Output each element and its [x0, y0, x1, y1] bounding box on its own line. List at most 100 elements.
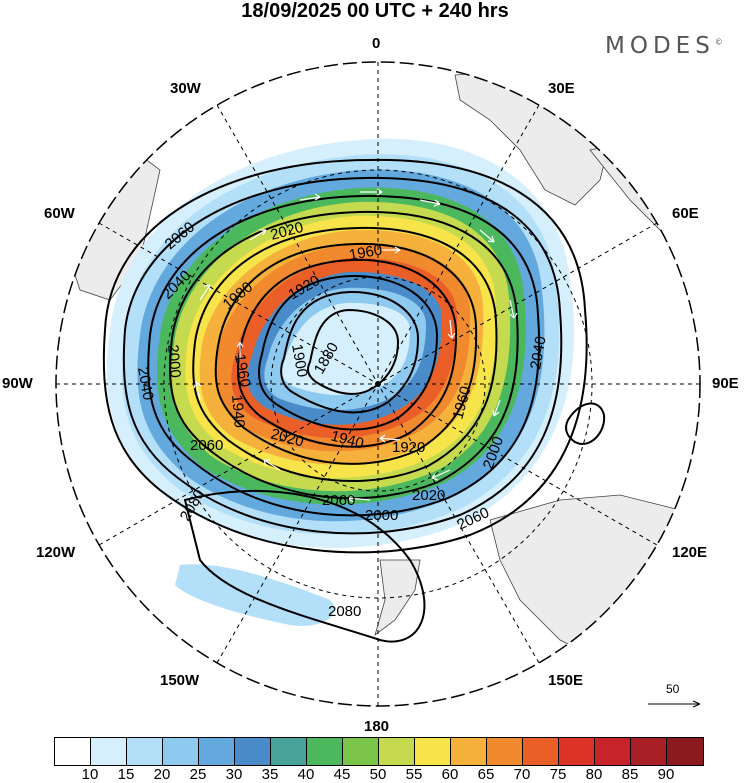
colorbar-swatch: [451, 738, 487, 765]
wind-arrow: [379, 434, 401, 443]
wind-arrow: [419, 199, 441, 207]
contour-1900: [280, 290, 420, 414]
wind-arrow: [236, 341, 244, 360]
colorbar-swatch: [55, 738, 91, 765]
contour-label: 2040: [527, 335, 550, 371]
contour-2060: [102, 158, 588, 554]
wind-arrow: [199, 284, 211, 301]
lon-label-90e: 90E: [712, 375, 739, 392]
colorbar-swatch: [631, 738, 667, 765]
wind-arrow: [249, 229, 267, 241]
contour-label: 1960: [348, 241, 384, 264]
contour-label: 1940: [228, 394, 248, 429]
contour-label: 2000: [365, 507, 398, 524]
colorbar-swatch: [379, 738, 415, 765]
colorbar-swatch: [127, 738, 163, 765]
reference-vector-arrow: [648, 700, 701, 708]
colorbar-swatch: [307, 738, 343, 765]
colorbar-tick-label: 90: [657, 766, 675, 783]
colorbar-tick-label: 15: [117, 766, 135, 783]
colorbar-swatch: [343, 738, 379, 765]
wind-arrow: [509, 299, 518, 319]
contour-label: 2080: [328, 603, 361, 620]
lon-label-120w: 120W: [36, 544, 76, 561]
lon-label-0: 0: [372, 35, 381, 52]
contour-2080-a: [183, 489, 426, 643]
wind-arrow: [299, 193, 321, 201]
colorbar-tick-label: 10: [81, 766, 99, 783]
wind-arrow: [380, 246, 401, 254]
contour-1880: [307, 308, 400, 395]
contour-1920: [258, 274, 439, 431]
colorbar-tick-label: 45: [333, 766, 351, 783]
lon-label-120e: 120E: [672, 544, 708, 561]
copyright-mark: ©: [714, 37, 723, 47]
colorbar-swatch: [595, 738, 631, 765]
contour-2040: [122, 176, 563, 535]
contour-1960: [214, 242, 478, 465]
lon-label-60w: 60W: [44, 205, 75, 222]
colorbar-swatch: [199, 738, 235, 765]
colorbar-tick-label: 20: [153, 766, 171, 783]
wind-arrow: [193, 381, 202, 401]
colorbar-tick-label: 40: [297, 766, 315, 783]
colorbar-swatch: [487, 738, 523, 765]
contour-1980: [192, 226, 498, 483]
wind-arrow: [347, 494, 371, 503]
lon-label-180: 180: [364, 718, 390, 735]
height-contours: [102, 158, 606, 643]
lon-label-150e: 150E: [548, 672, 584, 689]
contour-1940: [236, 258, 458, 448]
contour-2000: [169, 210, 519, 500]
polar-stereographic-map: 2060 2040 2040 2020 1980 1960 1920 1900 …: [55, 61, 701, 708]
colorbar-tick-label: 80: [585, 766, 603, 783]
colorbar-tick-label: 70: [513, 766, 531, 783]
contour-label: 2020: [412, 487, 445, 504]
australia-land: [489, 494, 700, 661]
contour-label: 1900: [288, 343, 311, 379]
colorbar-tick-label: 30: [225, 766, 243, 783]
colorbar-swatch: [415, 738, 451, 765]
south-pole-marker: [375, 381, 381, 387]
wind-arrow: [263, 459, 281, 471]
colorbar-tick-label: 50: [369, 766, 387, 783]
wind-arrow: [479, 229, 495, 243]
brand-text: MODES: [605, 33, 715, 59]
colorbar-tick-label: 65: [477, 766, 495, 783]
colorbar-swatch: [163, 738, 199, 765]
colorbar-swatch: [667, 738, 703, 765]
contour-label: 2060: [190, 437, 223, 454]
colorbar-tick-label: 35: [261, 766, 279, 783]
wind-arrow: [492, 399, 501, 417]
contour-2020: [147, 194, 541, 517]
colorbar-tick-label: 60: [441, 766, 459, 783]
colorbar-swatch: [91, 738, 127, 765]
contour-label: 1960: [231, 353, 254, 389]
colorbar-tick-label: 25: [189, 766, 207, 783]
modes-logo: MODES©: [605, 33, 723, 59]
colorbar: [54, 737, 704, 766]
contour-label: 2000: [164, 344, 184, 379]
contour-label: 2060: [322, 492, 355, 509]
colorbar-tick-label: 55: [405, 766, 423, 783]
map-boundary: [55, 61, 701, 707]
colorbar-swatch: [271, 738, 307, 765]
colorbar-tick-label: 85: [621, 766, 639, 783]
lon-label-150w: 150W: [160, 672, 200, 689]
contour-label: 1920: [392, 439, 425, 456]
colorbar-swatch: [523, 738, 559, 765]
reference-vector-label: 50: [666, 682, 680, 696]
new-zealand-land: [374, 559, 421, 637]
colorbar-swatch: [235, 738, 271, 765]
colorbar-tick-label: 75: [549, 766, 567, 783]
contour-2060-closed: [565, 402, 606, 445]
colorbar-swatch: [559, 738, 595, 765]
wind-vectors: [193, 188, 518, 503]
lon-label-30e: 30E: [548, 80, 575, 97]
lon-label-60e: 60E: [672, 205, 699, 222]
wind-speed-shading: [106, 138, 575, 626]
wind-arrow: [447, 319, 456, 339]
map-title: 18/09/2025 00 UTC + 240 hrs: [241, 0, 509, 22]
contour-label: 2040: [134, 366, 157, 402]
lon-label-30w: 30W: [170, 80, 201, 97]
